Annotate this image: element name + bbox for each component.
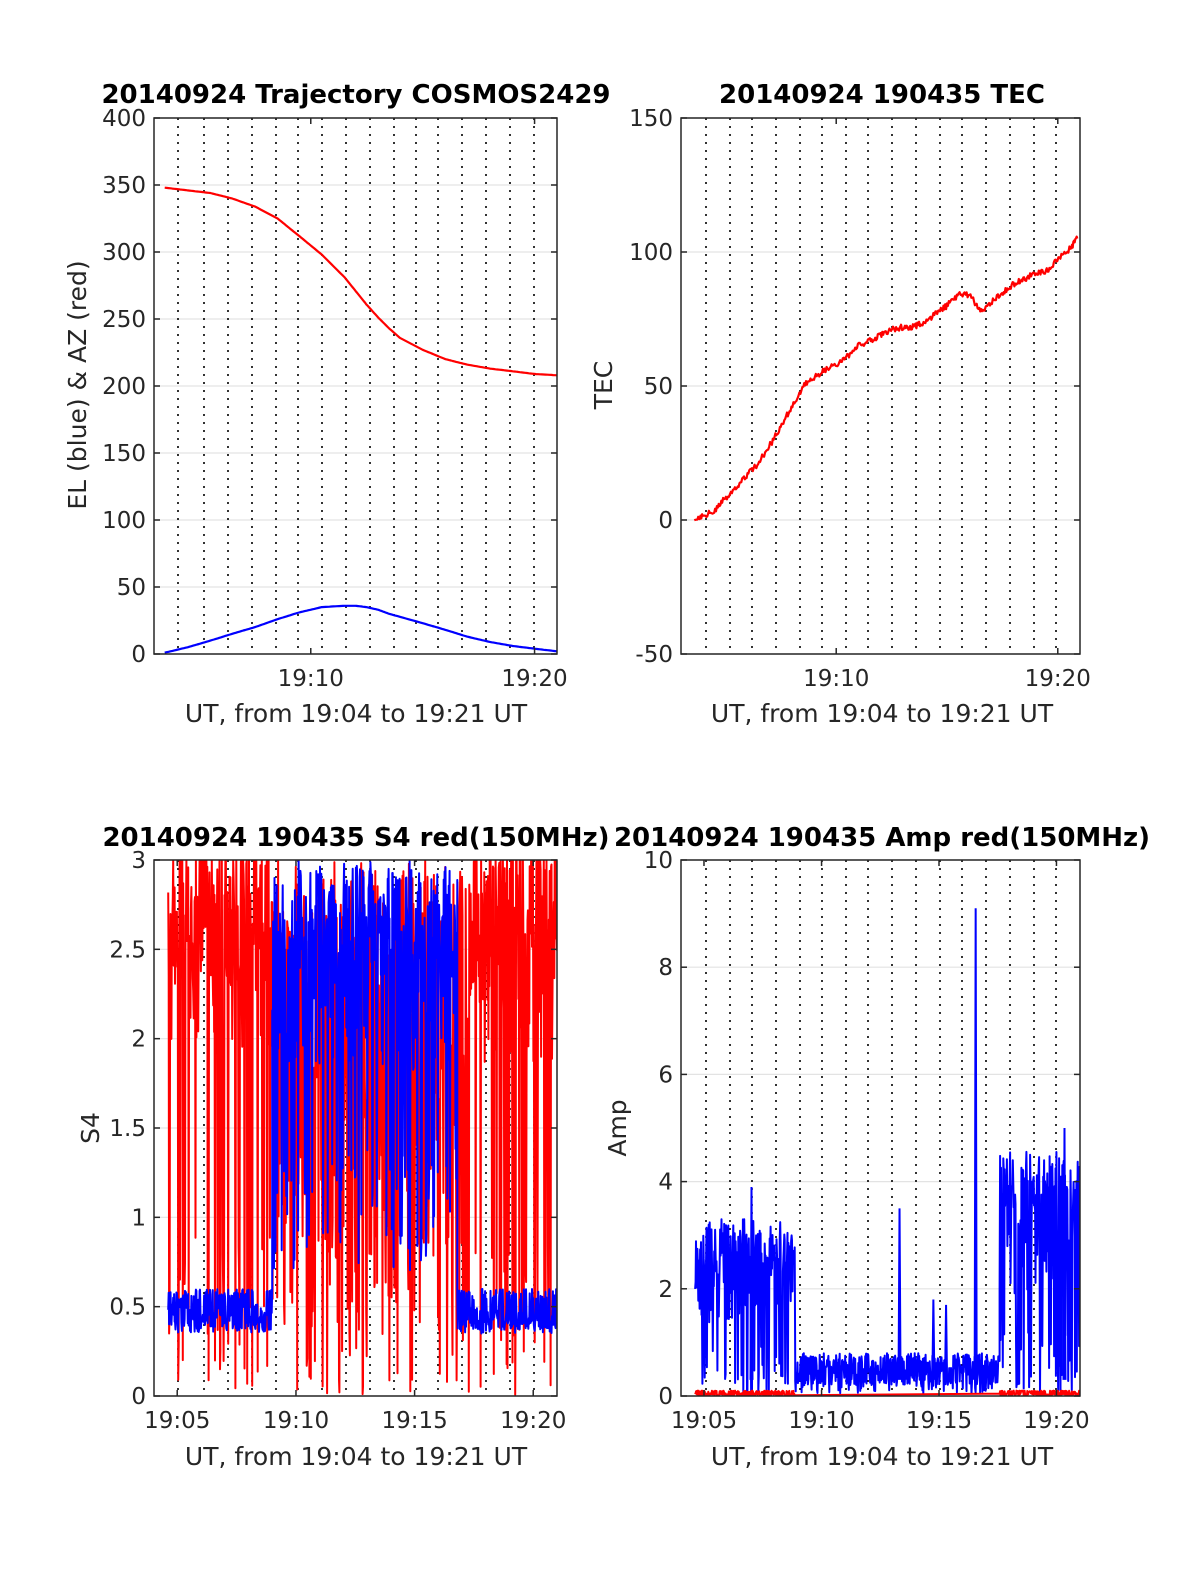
y-tick-label: 350 — [102, 173, 146, 199]
series-group — [164, 186, 557, 654]
y-tick-label: 0.5 — [109, 1295, 146, 1321]
y-tick-label: 3 — [131, 848, 146, 874]
series-group — [167, 860, 557, 1396]
y-tick-label: 1 — [131, 1205, 146, 1231]
series-line-red — [167, 860, 557, 1396]
x-tick-label: 19:20 — [501, 666, 567, 692]
x-tick-label: 19:15 — [906, 1408, 972, 1434]
series-group — [693, 235, 1079, 522]
y-tick-label: 0 — [658, 1384, 673, 1410]
series-spike — [973, 908, 978, 1380]
subplot-tec: -50 0 50 100 150 19:10 19:20 20140924 190435 TE… — [589, 80, 1091, 728]
y-tick-label: 400 — [102, 106, 146, 132]
subplot-s4: 0 0.5 1 1.5 2 2.5 3 19:05 19:10 19:15 19:20 2014092… — [76, 823, 610, 1471]
x-axis-label: UT, from 19:04 to 19:21 UT — [185, 1442, 528, 1471]
x-tick-label: 19:20 — [500, 1408, 566, 1434]
series-group — [694, 908, 1080, 1396]
y-tick-label: 6 — [658, 1062, 673, 1088]
y-tick-label: 300 — [102, 240, 146, 266]
y-axis-label: EL (blue) & AZ (red) — [63, 260, 92, 509]
x-tick-label: 19:10 — [803, 666, 869, 692]
chart-title: 20140924 Trajectory COSMOS2429 — [101, 80, 610, 110]
y-tick-label: 10 — [644, 848, 673, 874]
x-tick-label: 19:05 — [144, 1408, 210, 1434]
x-tick-label: 19:20 — [1023, 1408, 1089, 1434]
subplot-trajectory: 0 50 100 150 200 250 300 350 400 19:10 19:20 201409… — [63, 80, 611, 728]
y-axis-label: Amp — [603, 1099, 632, 1156]
x-tick-label: 19:10 — [278, 666, 344, 692]
y-tick-label: 250 — [102, 307, 146, 333]
series-line-blue — [164, 604, 557, 654]
y-tick-label: -50 — [635, 642, 673, 668]
x-tick-label: 19:20 — [1025, 666, 1091, 692]
y-tick-label: 200 — [102, 374, 146, 400]
subplot-amp: 0 2 4 6 8 10 19:05 19:10 19:15 19:20 20140924 1904… — [603, 823, 1150, 1471]
y-tick-label: 2 — [658, 1277, 673, 1303]
chart-title: 20140924 190435 TEC — [719, 80, 1045, 110]
series-line-red — [164, 186, 557, 377]
series-line-blue — [167, 860, 557, 1335]
y-axis-label: S4 — [76, 1112, 105, 1144]
x-axis-label: UT, from 19:04 to 19:21 UT — [185, 699, 528, 728]
y-tick-label: 8 — [658, 955, 673, 981]
series-spike — [931, 1299, 936, 1380]
series-spike — [897, 1208, 902, 1380]
axes-frame — [680, 859, 1081, 1397]
y-tick-label: 50 — [644, 374, 673, 400]
y-tick-label: 100 — [629, 240, 673, 266]
x-tick-label: 19:15 — [381, 1408, 447, 1434]
x-tick-label: 19:05 — [671, 1408, 737, 1434]
x-tick-label: 19:10 — [263, 1408, 329, 1434]
y-tick-label: 50 — [117, 575, 146, 601]
y-tick-label: 0 — [131, 642, 146, 668]
y-tick-label: 4 — [658, 1170, 673, 1196]
y-tick-label: 0 — [131, 1384, 146, 1410]
series-line-red — [693, 235, 1079, 522]
y-tick-label: 2 — [131, 1027, 146, 1053]
series-line-blue — [694, 1150, 1080, 1396]
y-tick-label: 2.5 — [109, 937, 146, 963]
x-tick-label: 19:10 — [788, 1408, 854, 1434]
y-axis-label: TEC — [589, 361, 618, 411]
chart-title: 20140924 190435 Amp red(150MHz) — [614, 823, 1150, 853]
y-tick-label: 1.5 — [109, 1116, 146, 1142]
chart-title: 20140924 190435 S4 red(150MHz) — [102, 823, 609, 853]
series-spike — [944, 1304, 949, 1380]
x-axis-label: UT, from 19:04 to 19:21 UT — [711, 1442, 1054, 1471]
y-tick-label: 0 — [658, 508, 673, 534]
series-line-red — [694, 1389, 1080, 1396]
y-tick-label: 100 — [102, 508, 146, 534]
y-tick-label: 150 — [629, 106, 673, 132]
y-tick-label: 150 — [102, 441, 146, 467]
x-axis-label: UT, from 19:04 to 19:21 UT — [711, 699, 1054, 728]
